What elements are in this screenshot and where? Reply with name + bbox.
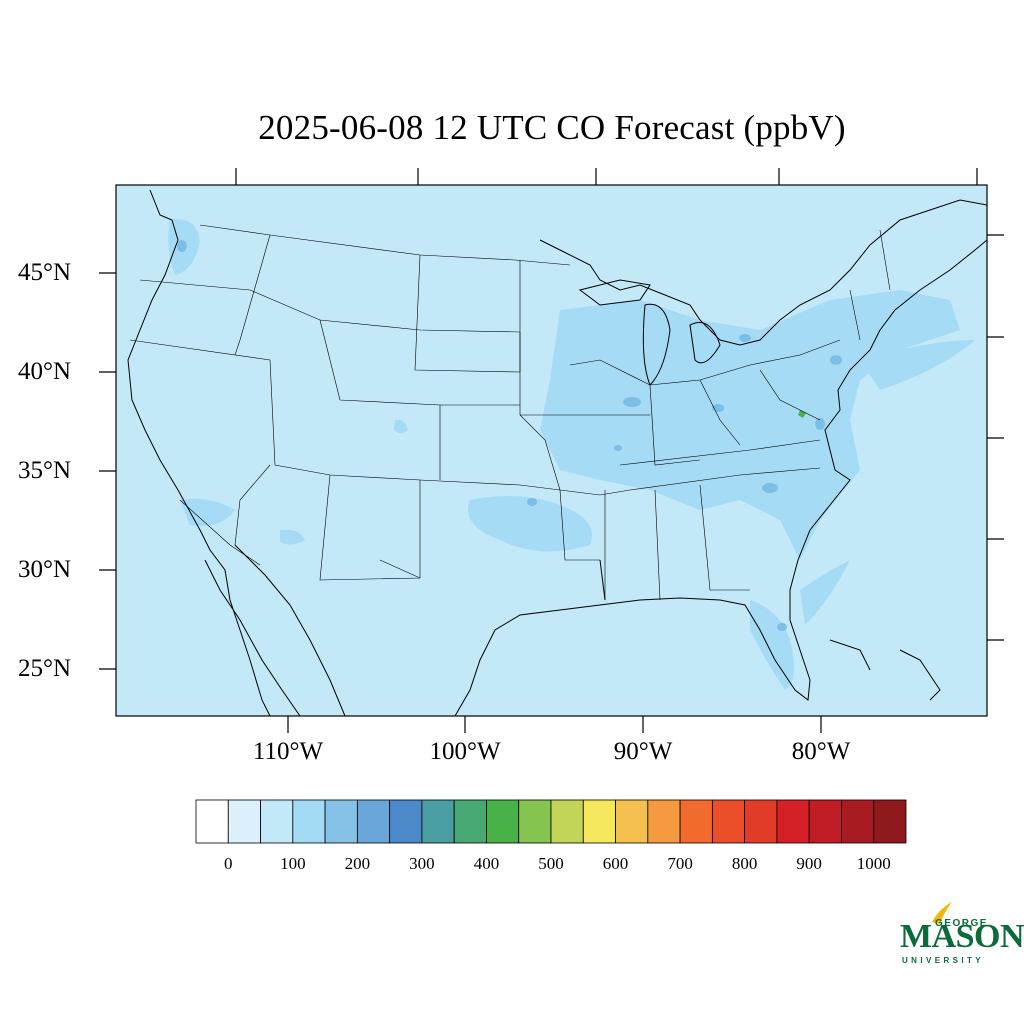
colorbar-cell [453,799,487,844]
co-hotspots [177,240,842,631]
colorbar-cell [841,799,875,844]
colorbar-cell [744,799,778,844]
colorbar-cell [227,799,261,844]
colorbar-cell [776,799,810,844]
state-boundaries [129,224,891,601]
colorbar-cell [292,799,326,844]
colorbar-cell [679,799,713,844]
colorbar-label: 300 [409,854,435,873]
coastlines [127,189,987,716]
lon-label-100w: 100°W [429,738,501,765]
colorbar-cell [615,799,649,844]
right-ticks [987,234,1004,641]
colorbar-cell [550,799,584,844]
colorbar-cell [582,799,616,844]
colorbar-cell [356,799,391,844]
colorbar-label: 900 [796,854,822,873]
colorbar-label: 700 [667,854,693,873]
colorbar-label: 600 [602,854,629,873]
map-frame [115,184,988,717]
colorbar-cell [711,799,746,844]
colorbar-label: 0 [224,854,233,873]
colorbar-label: 1000 [856,854,891,873]
colorbar-cell [324,799,358,844]
lat-label-35n: 35°N [18,457,72,484]
colorbar-label: 800 [731,854,758,873]
logo-swoosh-icon [932,902,952,924]
colorbar-cell [421,799,455,844]
colorbar-cell [808,799,842,844]
colorbar [195,799,907,844]
colorbar-label: 100 [280,854,306,873]
logo-university: UNIVERSITY [902,956,985,965]
lat-label-25n: 25°N [18,655,72,682]
colorbar-cell [647,799,681,844]
colorbar-label: 200 [344,854,371,873]
lon-label-110w: 110°W [252,738,324,765]
lon-label-80w: 80°W [791,738,851,765]
map-title: 2025-06-08 12 UTC CO Forecast (ppbV) [258,108,846,147]
top-ticks [235,168,978,185]
george-mason-logo: GEORGE MASON UNIVERSITY [898,900,1024,970]
colorbar-cell [486,799,520,844]
colorbar-label: 400 [473,854,500,873]
lat-label-30n: 30°N [18,556,72,583]
logo-george: GEORGE [935,918,988,929]
colorbar-cell [873,799,907,844]
left-ticks [99,272,116,670]
co-concentration-field [127,189,987,716]
colorbar-cell [260,799,294,844]
colorbar-cell [195,799,229,844]
lon-label-90w: 90°W [613,738,673,765]
colorbar-cell [518,799,552,844]
lat-label-40n: 40°N [18,358,72,385]
bottom-ticks [287,716,822,733]
colorbar-label: 500 [538,854,564,873]
colorbar-cell [389,799,423,844]
lat-label-45n: 45°N [18,259,72,286]
logo-mason: MASON [900,918,1024,955]
